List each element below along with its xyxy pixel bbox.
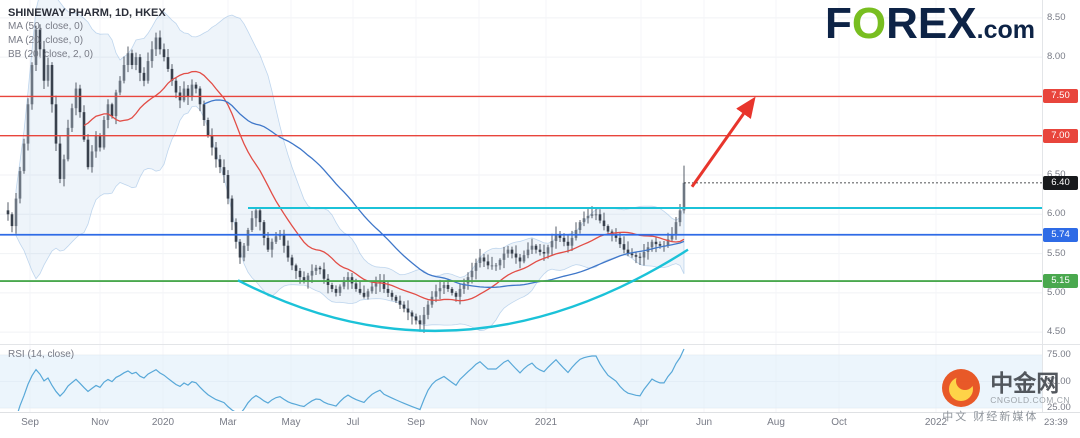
price-axis-label: 8.50 [1047,11,1066,23]
price-axis-label: 5.50 [1047,247,1066,259]
time-axis-label: Apr [633,417,649,428]
time-axis-label: 2020 [151,417,175,428]
time-axis-label: Mar [219,417,237,428]
rsi-indicator-label[interactable]: RSI (14, close) [8,349,75,360]
price-axis-label: 6.00 [1047,208,1066,220]
time-axis-label: Aug [767,417,785,428]
forex-logo: FOREX.com [825,0,1035,54]
cngold-logo-icon [942,369,981,407]
price-badge-7.50: 7.50 [1043,89,1078,104]
breakout-arrow[interactable] [690,96,756,188]
price-axis-label: 8.00 [1047,51,1066,63]
time-axis-label: Sep [21,417,39,428]
price-axis-label: 6.50 [1047,169,1066,180]
ma20-line [83,70,685,302]
cngold-domain: CNGOLD.COM.CN [990,395,1070,405]
rsi-line [17,348,685,411]
cngold-watermark: 中金网 CNGOLD.COM.CN 中文 财经新媒体 [942,369,1070,424]
time-axis-label: Nov [470,417,488,428]
ma50-line [203,99,685,288]
time-axis-label: May [281,417,301,428]
price-axis-label: 5.00 [1047,286,1066,298]
time-axis-label: Jun [695,417,713,428]
price-badge-6.40: 6.40 [1043,175,1078,190]
forex-logo-suffix: .com [976,16,1035,44]
time-axis-label: 2021 [534,417,558,428]
price-badge-5.15: 5.15 [1043,274,1078,289]
time-axis-label: Oct [831,417,847,428]
time-axis-label: 2022 [924,417,948,428]
forex-logo-o-icon: O [851,0,887,48]
price-badge-7.00: 7.00 [1043,128,1078,143]
cup-pattern-curve[interactable] [237,248,689,333]
rsi-axis-label: 25.00 [1047,402,1071,413]
rsi-axis-label: 75.00 [1047,349,1071,360]
current-time-label: 23:39 [1044,417,1068,428]
indicator-ma50-label[interactable]: MA (50, close, 0) [8,21,84,32]
time-axis-label: Nov [91,417,109,428]
forex-logo-letter-f: F [825,0,852,48]
indicator-ma20-label[interactable]: MA (20, close, 0) [8,35,84,46]
chart-legend: SHINEWAY PHARM, 1D, HKEX MA (50, close, … [8,6,166,62]
symbol-title[interactable]: SHINEWAY PHARM, 1D, HKEX [8,7,166,19]
cngold-tagline: 中文 财经新媒体 [942,411,1039,423]
cngold-name: 中金网 [990,370,1060,396]
indicator-bb-label[interactable]: BB (20, close, 2, 0) [8,49,94,60]
rsi-axis-label: 50.00 [1047,375,1071,387]
time-axis-label: Sep [407,417,425,428]
price-badge-5.74: 5.74 [1043,227,1078,242]
price-axis-label: 4.50 [1047,326,1066,338]
rsi-band [0,355,1042,408]
forex-logo-letters-rex: REX [886,0,977,48]
time-axis-label: Jul [346,417,360,428]
